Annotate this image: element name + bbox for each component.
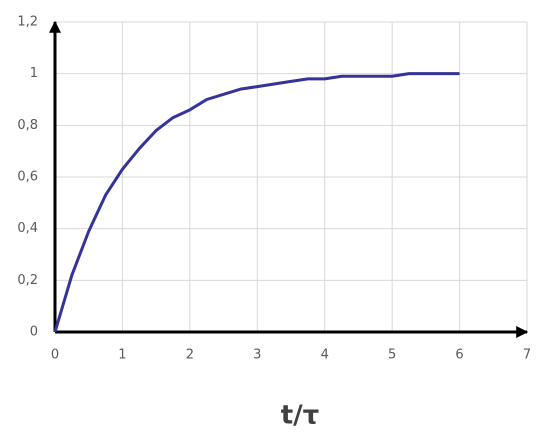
x-tick-label: 7 [523, 348, 531, 363]
x-tick-label: 1 [118, 348, 126, 363]
x-tick-label: 0 [51, 348, 59, 363]
line [53, 72, 460, 333]
y-tick-label: 1,2 [17, 15, 38, 30]
y-tick-label: 0,2 [17, 273, 38, 288]
x-axis-label: t/τ [281, 401, 320, 431]
x-tick-label: 5 [388, 348, 396, 363]
y-tick-label: 0,8 [17, 118, 38, 133]
x-tick-label: 3 [253, 348, 261, 363]
y-tick-label: 0,6 [17, 170, 38, 185]
x-tick-label: 6 [455, 348, 463, 363]
x-tick-label: 4 [321, 348, 329, 363]
x-tick-label: 2 [186, 348, 194, 363]
y-tick-label: 0 [30, 325, 38, 340]
y-tick-label: 0,4 [17, 221, 38, 236]
y-tick-label: 1 [30, 66, 38, 81]
